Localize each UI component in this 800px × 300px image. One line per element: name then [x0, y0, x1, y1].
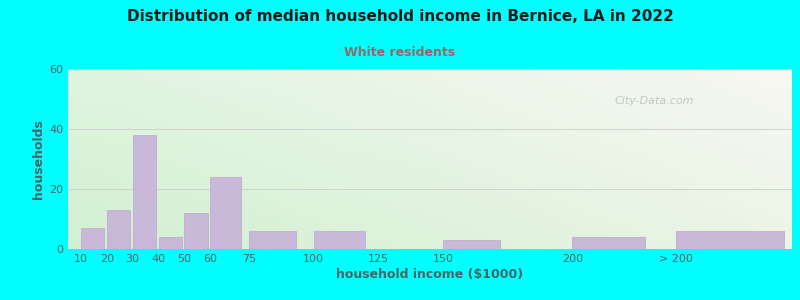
- Text: City-Data.com: City-Data.com: [614, 96, 694, 106]
- X-axis label: household income ($1000): household income ($1000): [337, 268, 523, 281]
- Bar: [443, 240, 500, 249]
- Bar: [106, 210, 130, 249]
- Text: Distribution of median household income in Bernice, LA in 2022: Distribution of median household income …: [126, 9, 674, 24]
- Text: White residents: White residents: [345, 46, 455, 59]
- Bar: [158, 237, 182, 249]
- Bar: [572, 237, 645, 249]
- Bar: [249, 231, 295, 249]
- Bar: [210, 177, 242, 249]
- Bar: [81, 228, 104, 249]
- Y-axis label: households: households: [32, 119, 45, 199]
- Bar: [314, 231, 366, 249]
- Bar: [184, 213, 208, 249]
- Bar: [133, 135, 156, 249]
- Bar: [676, 231, 784, 249]
